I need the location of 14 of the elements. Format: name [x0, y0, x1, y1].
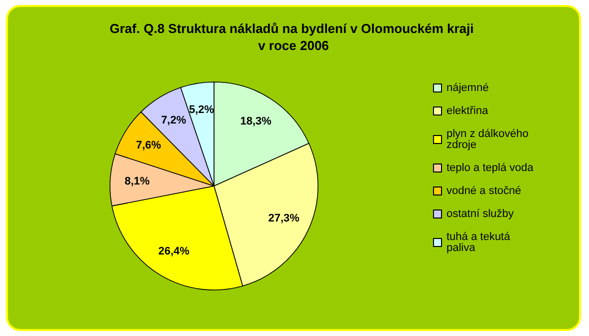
data-label: 27,3%: [268, 212, 300, 224]
legend-label: teplo a teplá voda: [446, 162, 534, 174]
legend-label: vodné a stočné: [446, 185, 522, 197]
data-label: 8,1%: [124, 175, 150, 188]
legend-label: elektřina: [446, 105, 489, 117]
chart-title: Graf. Q.8 Struktura nákladů na bydlení v Olomouckém kraji v roce 2006: [110, 21, 478, 53]
legend-label: plyn z dálkového zdroje: [446, 128, 532, 151]
legend-label: tuhá a tekutá paliva: [446, 231, 514, 254]
data-label: 18,3%: [240, 115, 272, 128]
data-label: 7,6%: [136, 139, 162, 152]
data-label: 7,2%: [161, 114, 186, 126]
legend-label: nájemné: [446, 82, 489, 94]
data-label: 26,4%: [158, 246, 190, 258]
legend-label: ostatní služby: [446, 208, 514, 220]
